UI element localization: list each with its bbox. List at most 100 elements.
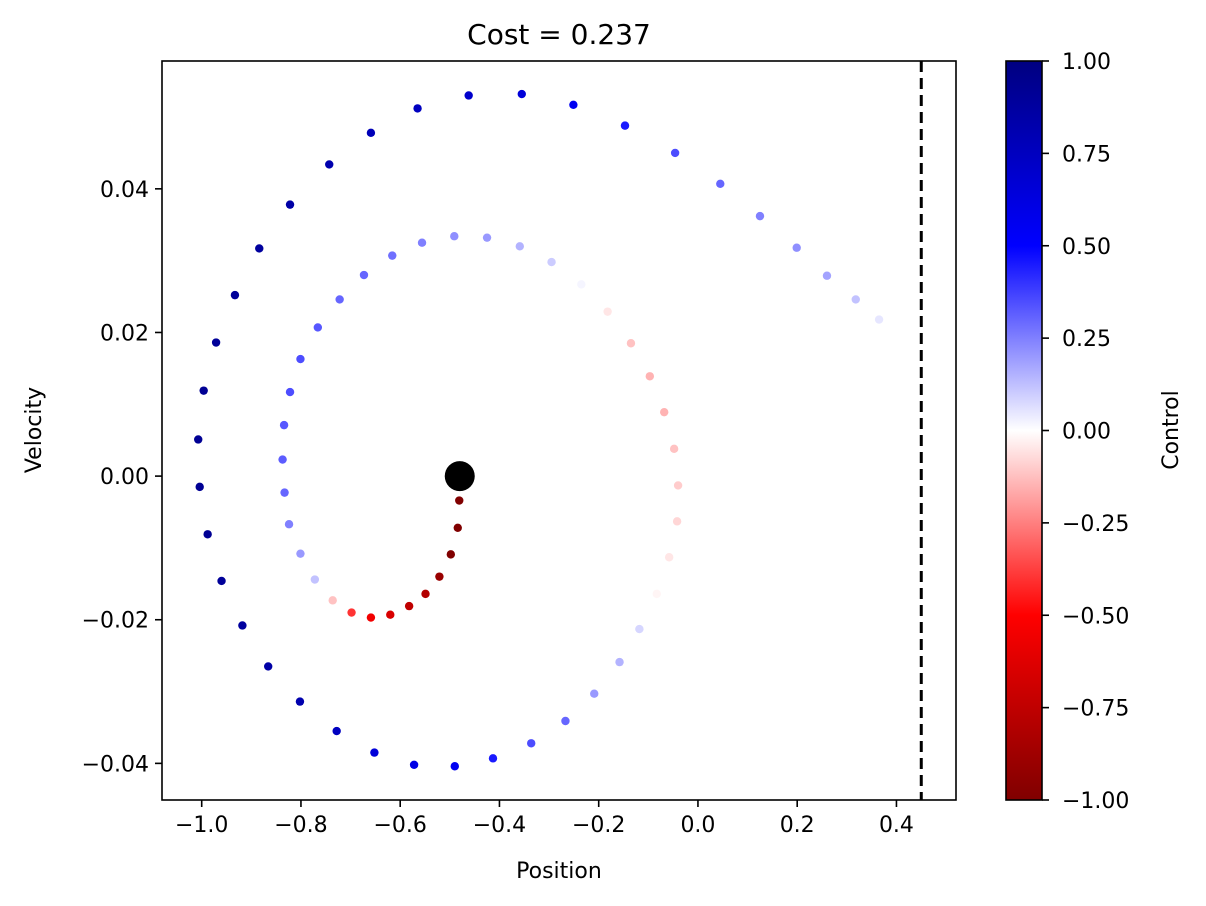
- y-axis: −0.04 −0.02 0.00 0.02 0.04: [82, 178, 162, 777]
- x-tick-label: 0.2: [780, 813, 815, 838]
- data-point-67: [716, 179, 725, 189]
- data-point-21: [388, 251, 397, 260]
- data-point-50: [217, 576, 226, 586]
- colorbar-title: Control: [1159, 390, 1184, 470]
- x-tick-label: −0.4: [473, 813, 526, 838]
- data-point-45: [370, 748, 379, 757]
- data-point-25: [515, 242, 524, 251]
- data-point-57: [255, 244, 264, 253]
- data-point-60: [366, 128, 376, 138]
- y-tick-label: 0.04: [100, 178, 149, 203]
- data-point-43: [450, 762, 459, 771]
- data-point-33: [673, 481, 683, 490]
- data-point-1: [453, 523, 462, 533]
- data-point-0: [455, 496, 464, 505]
- colorbar-tick-label: 1.00: [1062, 50, 1111, 75]
- colorbar-tick-label: 0.50: [1062, 235, 1111, 260]
- data-point-68: [755, 211, 765, 221]
- data-point-41: [527, 739, 536, 748]
- data-point-46: [332, 726, 341, 736]
- data-point-26: [547, 257, 556, 267]
- data-point-23: [450, 232, 459, 241]
- start-point-marker: [444, 461, 475, 492]
- data-point-51: [203, 530, 212, 539]
- data-point-32: [669, 444, 679, 454]
- data-point-65: [620, 121, 630, 130]
- y-tick-label: −0.04: [82, 752, 149, 777]
- data-point-3: [435, 572, 444, 581]
- colorbar-tick-label: 0.25: [1062, 327, 1111, 352]
- data-point-28: [603, 307, 612, 316]
- data-point-53: [194, 435, 203, 444]
- data-point-40: [561, 716, 570, 726]
- data-point-36: [652, 589, 661, 599]
- y-tick-label: −0.02: [82, 609, 149, 634]
- data-point-13: [280, 488, 289, 497]
- data-point-72: [874, 315, 884, 324]
- y-tick-label: 0.02: [100, 321, 149, 346]
- data-point-35: [664, 553, 674, 562]
- x-axis: −1.0 −0.8 −0.6 −0.4 −0.2 0.0 0.2 0.4: [175, 800, 914, 838]
- x-tick-label: −0.6: [373, 813, 426, 838]
- data-point-69: [792, 243, 801, 252]
- data-point-27: [577, 280, 586, 289]
- data-point-15: [279, 420, 289, 430]
- data-point-31: [660, 407, 669, 417]
- data-point-55: [211, 338, 221, 347]
- data-point-61: [413, 104, 422, 113]
- colorbar-ticks: 1.00 0.75 0.50 0.25 0.00 −0.25 −0.50 −0.75 −1.00: [1042, 50, 1129, 814]
- data-point-39: [590, 689, 599, 698]
- data-point-10: [310, 575, 320, 584]
- data-point-34: [672, 517, 682, 526]
- data-point-56: [230, 290, 240, 300]
- plot-frame: [161, 60, 957, 801]
- colorbar: 1.00 0.75 0.50 0.25 0.00 −0.25 −0.50 −0.75 −1.00…: [1005, 50, 1184, 814]
- data-point-11: [296, 549, 305, 558]
- colorbar-tick-label: −0.75: [1062, 697, 1129, 722]
- data-point-7: [366, 613, 376, 622]
- data-point-64: [569, 100, 578, 110]
- data-point-6: [386, 610, 395, 619]
- data-point-48: [263, 662, 273, 671]
- colorbar-gradient: [1005, 60, 1043, 801]
- colorbar-tick-label: −0.25: [1062, 512, 1129, 537]
- data-point-2: [446, 550, 456, 559]
- data-point-49: [238, 621, 247, 630]
- data-point-52: [195, 482, 204, 492]
- y-axis-title: Velocity: [22, 387, 47, 473]
- data-point-24: [482, 233, 492, 242]
- data-points: [194, 89, 884, 771]
- data-point-4: [421, 589, 430, 599]
- data-point-20: [359, 270, 369, 280]
- data-point-22: [417, 238, 427, 247]
- data-point-63: [517, 89, 526, 99]
- x-tick-label: −0.8: [274, 813, 327, 838]
- data-point-54: [199, 386, 208, 395]
- x-tick-label: −1.0: [175, 813, 228, 838]
- data-point-58: [285, 200, 295, 209]
- data-point-30: [645, 372, 655, 381]
- data-point-59: [325, 160, 334, 169]
- data-point-42: [488, 754, 498, 763]
- data-point-5: [404, 601, 414, 611]
- data-point-16: [285, 387, 295, 397]
- data-point-44: [409, 760, 419, 770]
- data-point-71: [851, 295, 860, 304]
- data-point-14: [278, 455, 287, 464]
- data-point-8: [347, 608, 356, 617]
- data-point-18: [313, 323, 323, 332]
- chart-title: Cost = 0.237: [467, 18, 651, 51]
- plot-area: [161, 60, 957, 801]
- data-point-47: [295, 697, 305, 706]
- x-axis-title: Position: [516, 859, 602, 884]
- x-tick-label: −0.2: [572, 813, 625, 838]
- data-point-70: [822, 271, 832, 280]
- colorbar-tick-label: 0.00: [1062, 420, 1111, 445]
- y-tick-label: 0.00: [100, 465, 149, 490]
- data-point-12: [284, 520, 294, 529]
- data-point-38: [615, 657, 624, 667]
- data-point-62: [464, 91, 473, 100]
- data-point-19: [335, 295, 344, 304]
- data-point-17: [296, 354, 305, 364]
